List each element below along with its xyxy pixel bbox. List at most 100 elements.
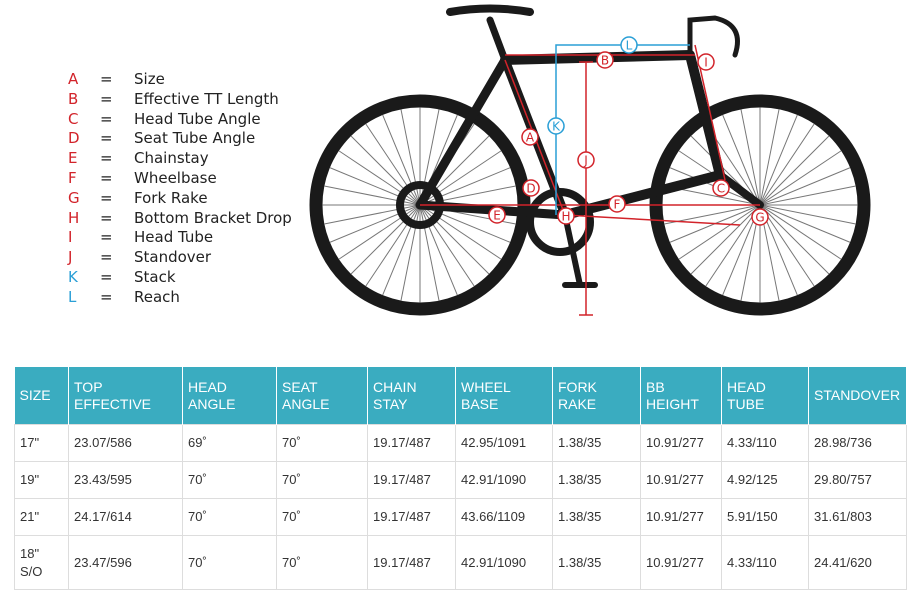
table-row: 17" 23.07/586 69˚ 70˚ 19.17/487 42.95/1091 1.3… bbox=[14, 424, 907, 462]
legend-equals: = bbox=[100, 287, 113, 306]
legend-letter: H bbox=[68, 208, 80, 227]
legend-row: F = Wheelbase bbox=[68, 169, 328, 189]
table-cell: 24.41/620 bbox=[808, 535, 907, 590]
legend-row: A = Size bbox=[68, 70, 328, 90]
table-cell: 69˚ bbox=[182, 424, 277, 462]
marker-circle bbox=[557, 207, 575, 225]
legend-label: Standover bbox=[134, 248, 212, 267]
geometry-table: SIZE TOP EFFECTIVE HEAD ANGLE SEAT ANGLE CHA… bbox=[14, 367, 907, 590]
legend-equals: = bbox=[100, 89, 113, 108]
legend-equals: = bbox=[100, 267, 113, 286]
table-cell: 19.17/487 bbox=[367, 461, 456, 499]
header-cell: FORK RAKE bbox=[552, 367, 641, 425]
legend-letter: I bbox=[68, 228, 73, 247]
spoke bbox=[759, 109, 780, 206]
table-cell: 24.17/614 bbox=[68, 498, 183, 536]
spoke bbox=[759, 167, 851, 206]
legend-row: K = Stack bbox=[68, 268, 328, 288]
spoke bbox=[350, 204, 421, 275]
spoke bbox=[759, 123, 815, 206]
header-cell: TOP EFFECTIVE bbox=[68, 367, 183, 425]
legend-letter: F bbox=[68, 168, 77, 187]
table-cell: 19" bbox=[14, 461, 69, 499]
legend-label: Reach bbox=[134, 287, 180, 306]
spoke bbox=[759, 135, 830, 206]
legend-letter: A bbox=[68, 70, 79, 88]
table-cell: 31.61/803 bbox=[808, 498, 907, 536]
marker-circle bbox=[608, 195, 626, 213]
header-cell: BB HEIGHT bbox=[640, 367, 722, 425]
bike-diagram: A B C D E F G H I J K L bbox=[309, 4, 871, 316]
spoke bbox=[759, 204, 815, 287]
marker-letter: D bbox=[526, 182, 535, 196]
spoke bbox=[759, 114, 798, 206]
legend-label: Stack bbox=[134, 267, 176, 286]
table-cell: 10.91/277 bbox=[640, 424, 722, 462]
table-cell: 70˚ bbox=[276, 535, 368, 590]
marker-circle bbox=[577, 151, 595, 169]
spoke bbox=[722, 114, 761, 206]
spoke bbox=[690, 204, 761, 275]
header-cell: HEAD ANGLE bbox=[182, 367, 277, 425]
spoke bbox=[759, 204, 856, 225]
table-cell: 29.80/757 bbox=[808, 461, 907, 499]
header-row: SIZE TOP EFFECTIVE HEAD ANGLE SEAT ANGLE CHA… bbox=[14, 367, 907, 425]
spoke bbox=[740, 109, 761, 206]
legend-label: Wheelbase bbox=[134, 168, 217, 187]
marker-letter: C bbox=[717, 182, 725, 196]
header-cell: STANDOVER bbox=[808, 367, 907, 425]
table-cell: 1.38/35 bbox=[552, 535, 641, 590]
legend-row: E = Chainstay bbox=[68, 149, 328, 169]
legend-label: Size bbox=[134, 70, 165, 88]
table-cell: 70˚ bbox=[182, 498, 277, 536]
marker-circle bbox=[712, 179, 730, 197]
table-cell: 23.47/596 bbox=[68, 535, 183, 590]
legend-label: Effective TT Length bbox=[134, 89, 279, 108]
marker-circle bbox=[620, 36, 638, 54]
table-row: 21" 24.17/614 70˚ 70˚ 19.17/487 43.66/1109 1.3… bbox=[14, 498, 907, 536]
table-cell: 4.33/110 bbox=[721, 535, 809, 590]
spoke bbox=[759, 204, 851, 243]
table-cell: 43.66/1109 bbox=[455, 498, 553, 536]
table-cell: 70˚ bbox=[276, 498, 368, 536]
legend-letter: B bbox=[68, 89, 79, 108]
table-cell: 18" S/O bbox=[14, 535, 69, 590]
legend-label: Head Tube Angle bbox=[134, 109, 261, 128]
legend-equals: = bbox=[100, 208, 113, 227]
legend-letter: C bbox=[68, 109, 79, 128]
marker-letter: H bbox=[561, 210, 570, 224]
table-cell: 17" bbox=[14, 424, 69, 462]
spoke bbox=[350, 135, 421, 206]
header-cell: CHAIN STAY bbox=[367, 367, 456, 425]
table-cell: 70˚ bbox=[276, 424, 368, 462]
table-cell: 42.91/1090 bbox=[455, 461, 553, 499]
legend-equals: = bbox=[100, 248, 113, 267]
legend-row: I = Head Tube bbox=[68, 228, 328, 248]
spoke bbox=[678, 204, 761, 260]
table-cell: 10.91/277 bbox=[640, 461, 722, 499]
marker-letter: I bbox=[704, 56, 708, 70]
table-cell: 5.91/150 bbox=[721, 498, 809, 536]
marker-circle bbox=[488, 206, 506, 224]
legend-label: Chainstay bbox=[134, 149, 209, 168]
legend-letter: L bbox=[68, 287, 77, 306]
table-cell: 23.43/595 bbox=[68, 461, 183, 499]
marker-circle bbox=[522, 179, 540, 197]
legend-letter: J bbox=[68, 248, 73, 267]
table-cell: 42.95/1091 bbox=[455, 424, 553, 462]
spoke bbox=[759, 204, 830, 275]
table-cell: 1.38/35 bbox=[552, 498, 641, 536]
table-cell: 21" bbox=[14, 498, 69, 536]
table-row: 19" 23.43/595 70˚ 70˚ 19.17/487 42.91/1090 1.3… bbox=[14, 461, 907, 499]
legend-row: D = Seat Tube Angle bbox=[68, 129, 328, 149]
table-cell: 1.38/35 bbox=[552, 424, 641, 462]
table-cell: 4.33/110 bbox=[721, 424, 809, 462]
table-cell: 42.91/1090 bbox=[455, 535, 553, 590]
table-cell: 70˚ bbox=[276, 461, 368, 499]
legend-equals: = bbox=[100, 168, 113, 187]
spoke bbox=[705, 204, 761, 287]
marker-letter: L bbox=[626, 39, 633, 53]
table-row: 18" S/O 23.47/596 70˚ 70˚ 19.17/487 42.91/109… bbox=[14, 535, 907, 590]
legend-row: B = Effective TT Length bbox=[68, 90, 328, 110]
